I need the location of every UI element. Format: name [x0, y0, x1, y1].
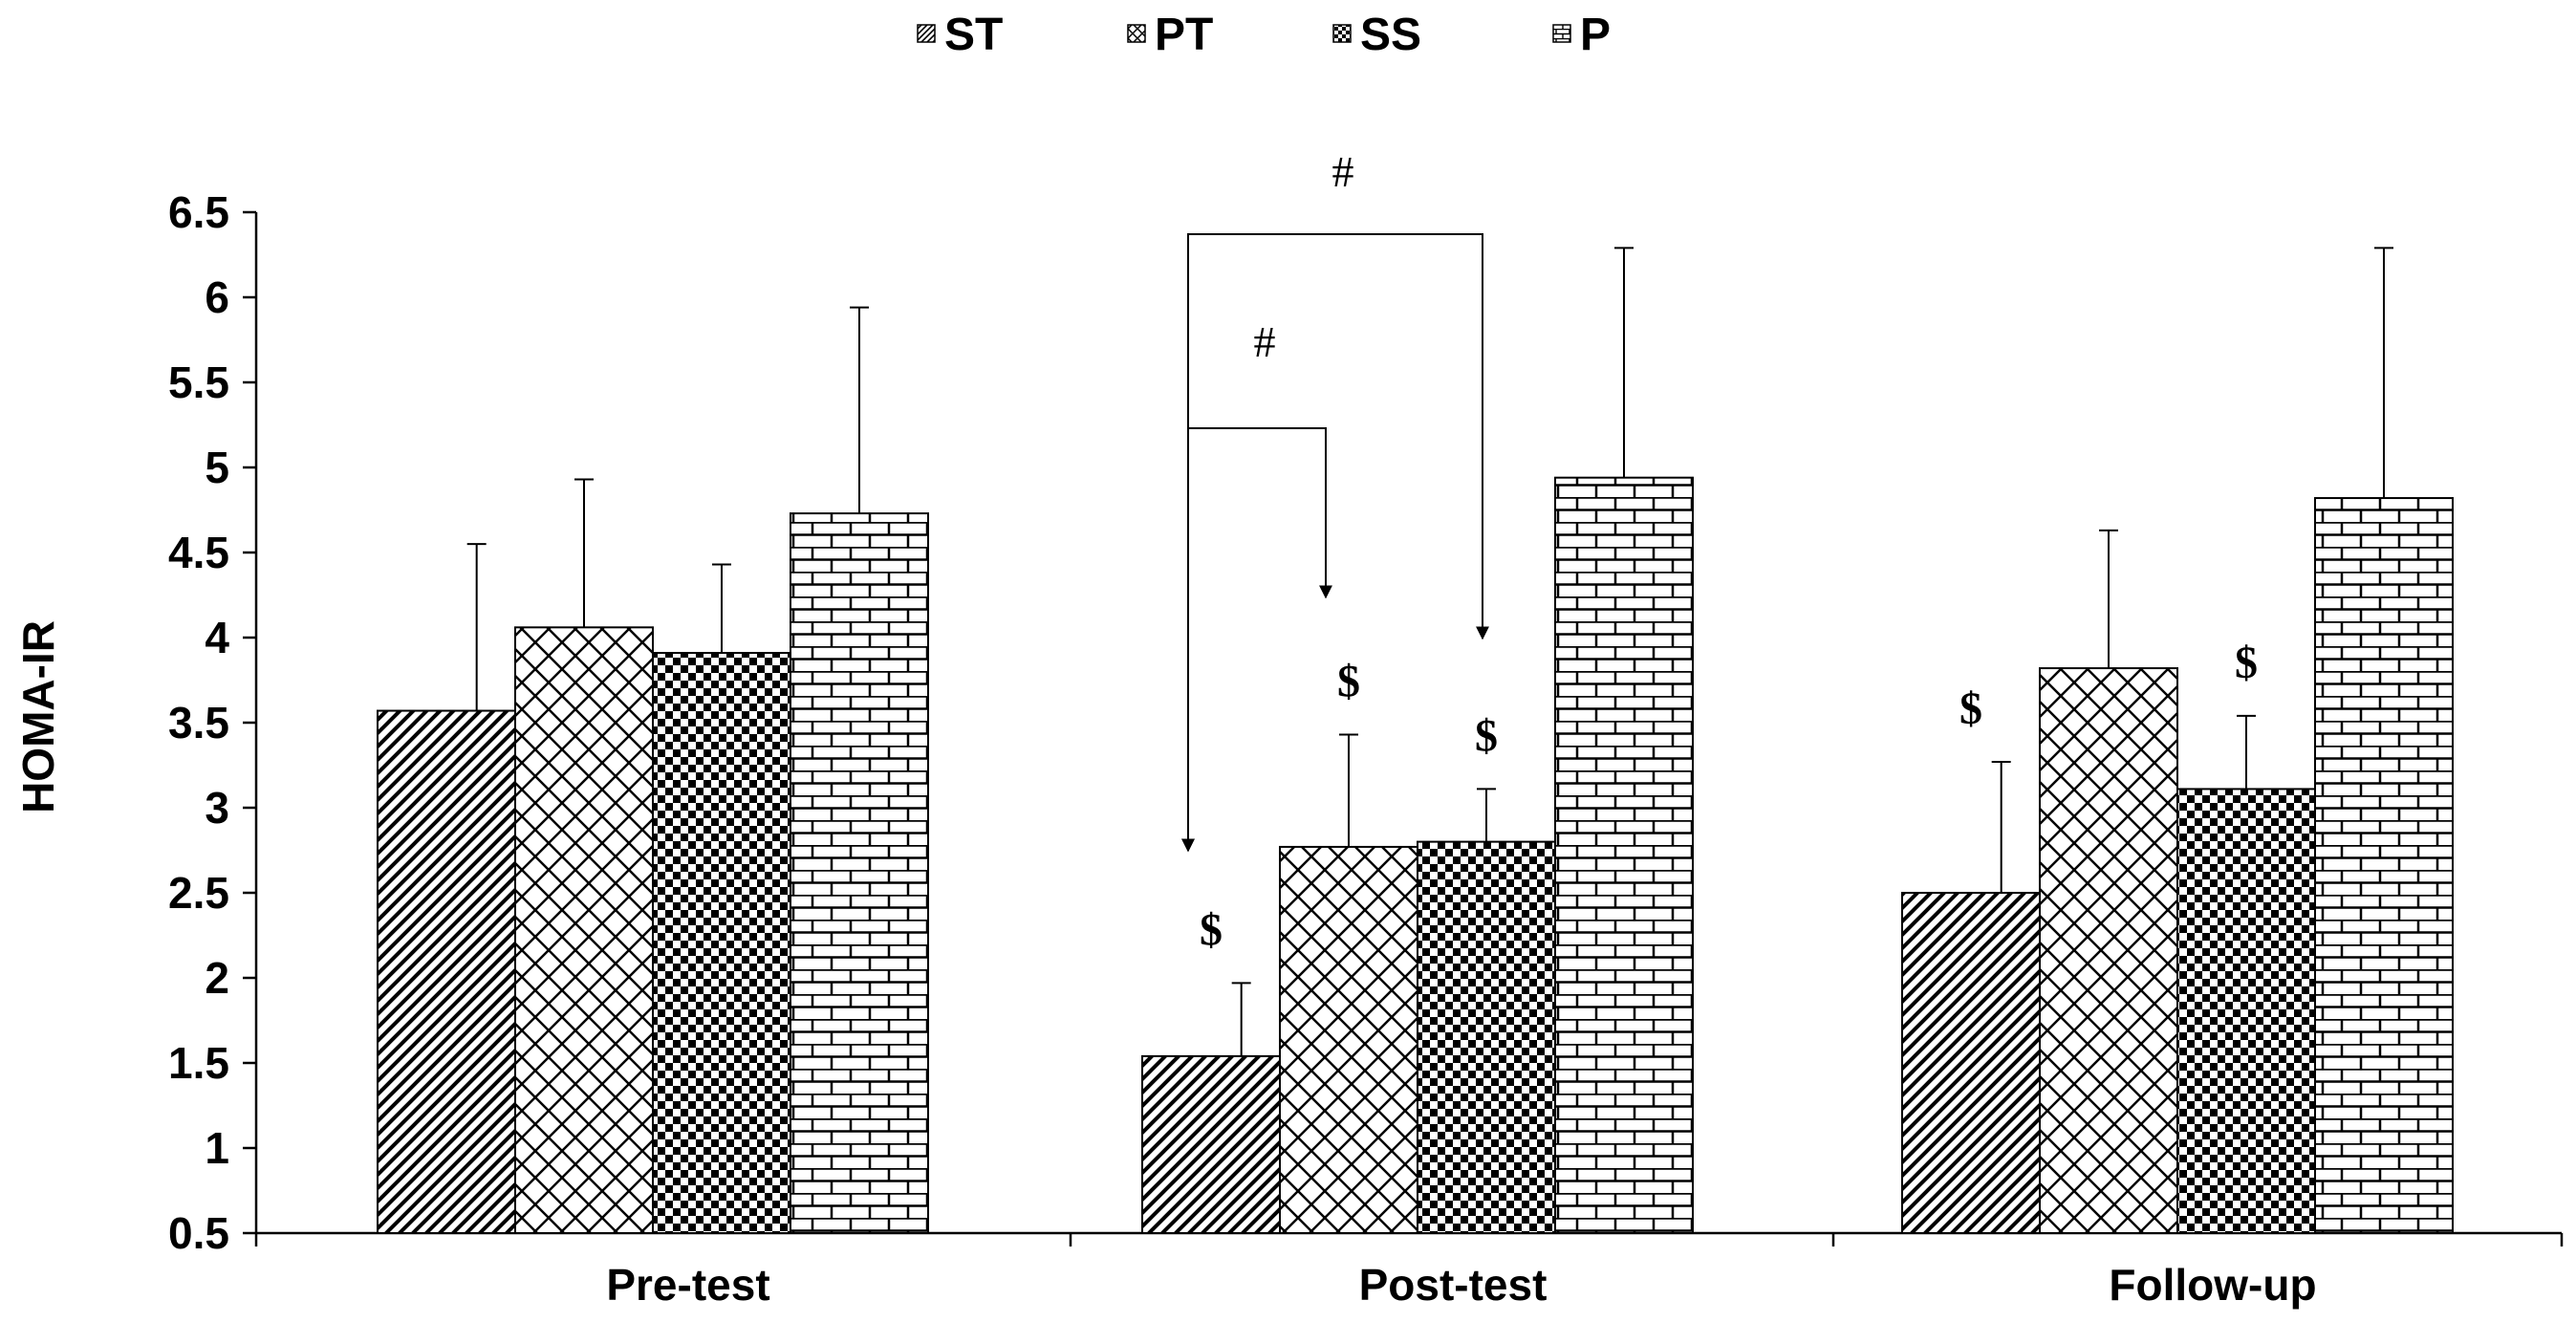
- y-tick-label: 1: [205, 1123, 229, 1173]
- y-tick-label: 2.5: [168, 868, 229, 918]
- bar: [2039, 667, 2178, 1234]
- legend-swatch: [917, 24, 936, 43]
- bar: [2314, 497, 2454, 1234]
- significance-symbol: $: [1959, 683, 1982, 734]
- bar: [1901, 892, 2041, 1234]
- comparison-symbol: #: [1332, 147, 1354, 196]
- bar-series: [377, 476, 2454, 1234]
- y-tick-label: 5.5: [168, 358, 229, 407]
- y-tick-label: 4: [205, 613, 229, 662]
- bar: [652, 652, 791, 1234]
- bar: [514, 626, 654, 1234]
- y-axis-label: HOMA-IR: [13, 620, 63, 813]
- y-tick-label: 3.5: [168, 698, 229, 748]
- y-tick-label: 2: [205, 953, 229, 1003]
- significance-annotations: $ $ $ $ $ # #: [1181, 147, 2258, 955]
- bar: [1141, 1054, 1281, 1234]
- comparison-bracket: [1181, 427, 1332, 853]
- y-tick-label: 4.5: [168, 528, 229, 577]
- comparison-bracket: [1181, 233, 1489, 853]
- y-axis: 0.5 1 1.5 2 2.5 3 3.5 4 4.5 5 5.5 6 6.5: [168, 187, 258, 1258]
- legend: ST PT SS P: [917, 10, 1611, 60]
- bar: [790, 512, 929, 1234]
- x-category-label: Post-test: [1359, 1260, 1548, 1310]
- legend-swatch: [1127, 24, 1146, 43]
- bar: [1417, 840, 1556, 1234]
- significance-symbol: $: [1337, 656, 1360, 706]
- bar: [377, 709, 516, 1234]
- legend-label: P: [1580, 10, 1611, 60]
- bar: [1554, 476, 1694, 1234]
- y-tick-label: 6.5: [168, 187, 229, 237]
- significance-symbol: $: [1200, 904, 1223, 955]
- y-tick-label: 5: [205, 443, 229, 492]
- significance-symbol: $: [2235, 638, 2258, 688]
- y-tick-label: 0.5: [168, 1208, 229, 1258]
- comparison-symbol: #: [1254, 317, 1276, 366]
- y-tick-label: 6: [205, 272, 229, 322]
- legend-label: PT: [1155, 10, 1213, 60]
- legend-swatch: [1552, 24, 1571, 43]
- x-axis: Pre-test Post-test Follow-up: [254, 1231, 2564, 1310]
- y-tick-label: 3: [205, 783, 229, 833]
- legend-swatch: [1332, 24, 1352, 43]
- y-tick-label: 1.5: [168, 1038, 229, 1088]
- x-category-label: Pre-test: [606, 1260, 769, 1310]
- significance-symbol: $: [1475, 710, 1498, 761]
- legend-label: ST: [944, 10, 1003, 60]
- legend-label: SS: [1360, 10, 1421, 60]
- bar: [1279, 845, 1418, 1234]
- bar: [2176, 788, 2316, 1234]
- x-category-label: Follow-up: [2109, 1260, 2316, 1310]
